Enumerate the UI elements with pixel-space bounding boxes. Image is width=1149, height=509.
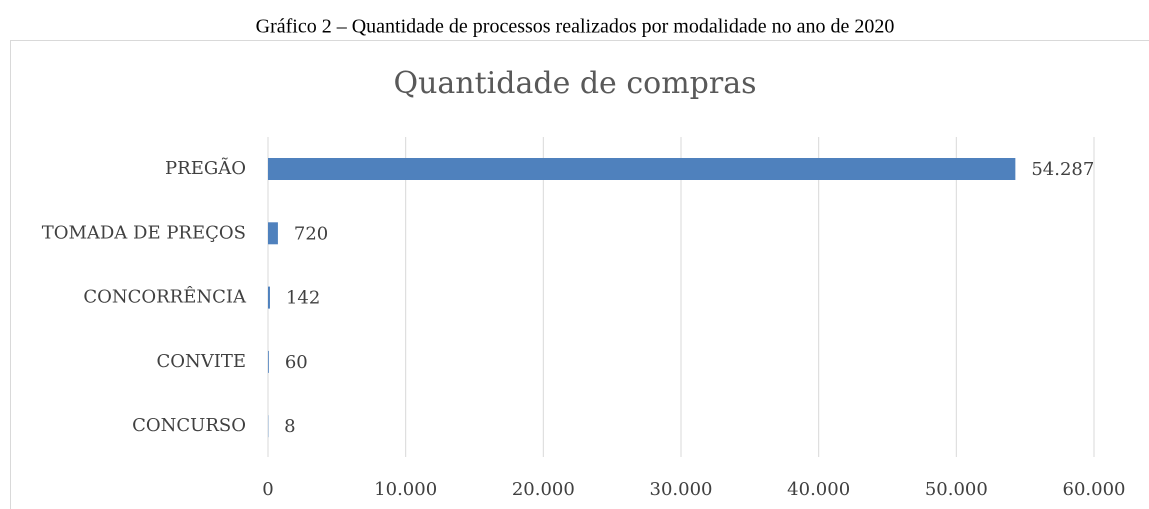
y-tick-label: PREGÃO: [165, 157, 246, 179]
y-tick-label: CONVITE: [156, 351, 246, 372]
x-tick-label: 0: [262, 479, 273, 500]
x-tick-label: 30.000: [650, 479, 713, 500]
chart-frame: [10, 40, 1149, 509]
x-tick-label: 20.000: [512, 479, 575, 500]
bar: [268, 286, 270, 309]
value-label: 60: [285, 352, 308, 373]
x-tick-label: 40.000: [787, 479, 850, 500]
bar: [268, 350, 269, 373]
chart-title: Quantidade de compras: [394, 66, 757, 101]
x-tick-label: 50.000: [925, 479, 988, 500]
value-label: 54.287: [1031, 159, 1094, 180]
bar: [268, 222, 278, 245]
y-tick-label: CONCORRÊNCIA: [83, 285, 247, 308]
caption: Gráfico 2 – Quantidade de processos real…: [256, 16, 895, 38]
x-tick-label: 60.000: [1063, 479, 1126, 500]
y-tick-label: CONCURSO: [132, 415, 246, 436]
y-tick-label: TOMADA DE PREÇOS: [42, 222, 246, 243]
value-label: 720: [294, 223, 328, 244]
value-label: 142: [286, 288, 320, 309]
value-label: 8: [284, 416, 295, 437]
x-tick-label: 10.000: [374, 479, 437, 500]
bar: [268, 158, 1016, 180]
